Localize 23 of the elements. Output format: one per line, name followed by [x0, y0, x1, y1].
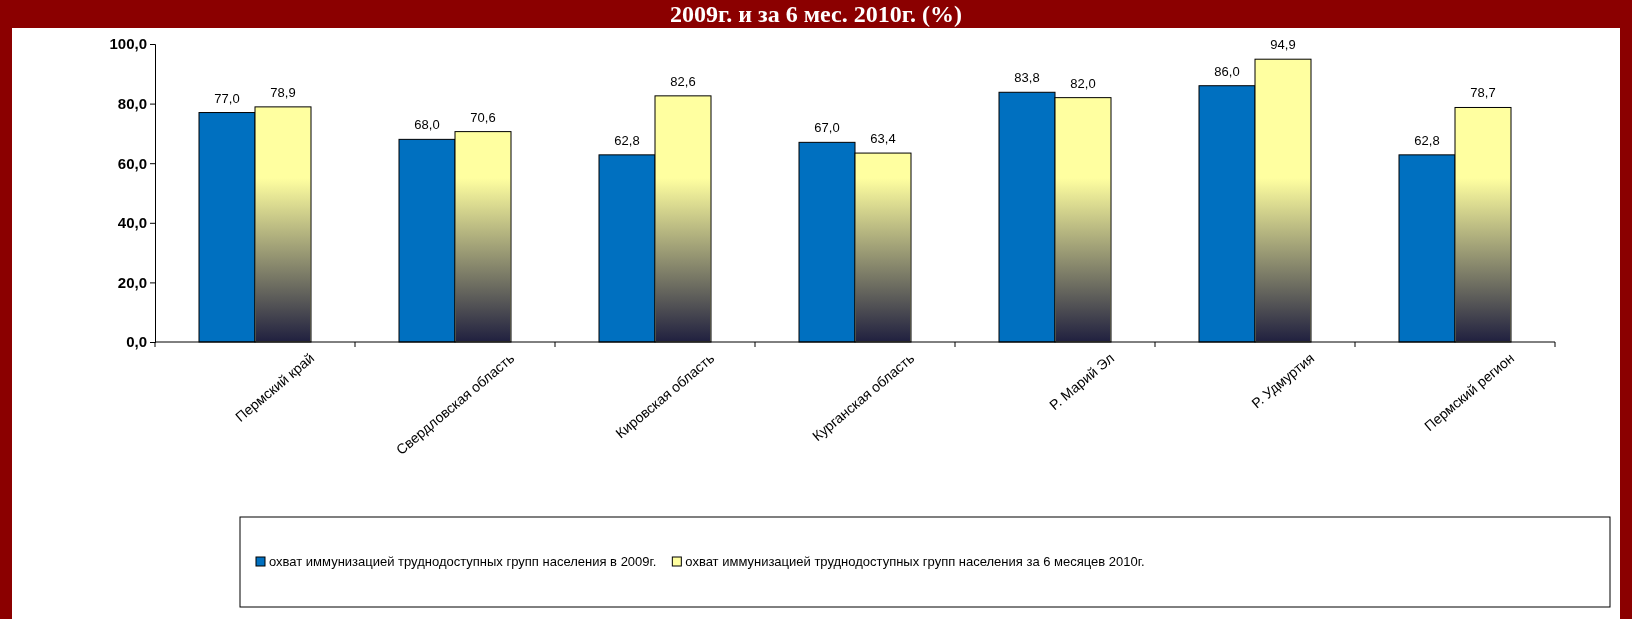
y-tick-label: 0,0 [126, 333, 147, 351]
y-tick-label: 80,0 [117, 94, 147, 112]
chart-title: 2009г. и за 6 мес. 2010г. (%) [670, 1, 962, 27]
data-label: 78,9 [270, 84, 296, 100]
data-label: 63,4 [870, 131, 896, 147]
data-label: 78,7 [1470, 85, 1496, 101]
data-label: 82,0 [1070, 75, 1096, 91]
y-tick-label: 60,0 [117, 154, 147, 172]
data-label: 70,6 [470, 109, 496, 125]
data-label: 94,9 [1270, 37, 1296, 53]
y-tick-label: 20,0 [117, 273, 147, 291]
data-label: 86,0 [1214, 63, 1240, 79]
data-label: 82,6 [670, 73, 696, 89]
legend-label: охват иммунизацией труднодоступных групп населения за 6 месяцев 2010г. [685, 554, 1145, 569]
legend-label: охват иммунизацией труднодоступных групп населения в 2009г. [269, 554, 657, 569]
data-label: 62,8 [614, 132, 640, 148]
data-label: 62,8 [1414, 132, 1440, 148]
y-tick-label: 40,0 [117, 214, 147, 232]
y-tick-label: 100,0 [109, 35, 147, 53]
data-label: 83,8 [1014, 70, 1040, 86]
data-label: 68,0 [414, 117, 440, 133]
data-label: 77,0 [214, 90, 240, 106]
data-label: 67,0 [814, 120, 840, 136]
